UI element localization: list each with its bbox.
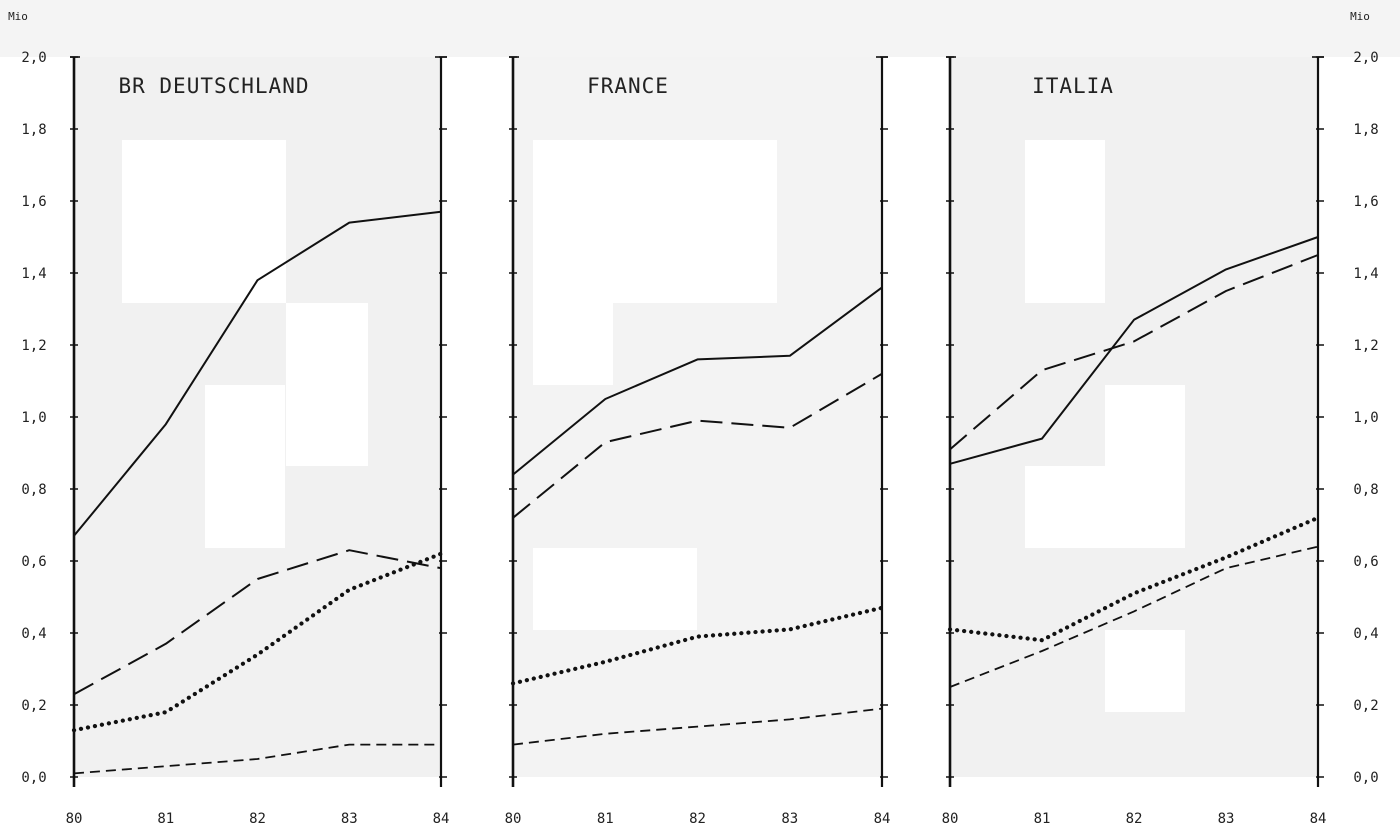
- panel-title: BR DEUTSCHLAND: [118, 74, 309, 98]
- y-tick-label-right: 1,0: [1353, 410, 1378, 426]
- background-block: [1105, 630, 1185, 712]
- y-tick-label-left: 1,8: [21, 122, 46, 138]
- x-tick-label: 80: [505, 811, 522, 827]
- y-tick-label-left: 0,0: [21, 770, 46, 786]
- series-line-short-dashed: [512, 707, 883, 746]
- series-line-solid: [512, 286, 883, 476]
- x-tick-label: 83: [341, 811, 358, 827]
- x-tick-label: 82: [1126, 811, 1143, 827]
- background-block: [122, 140, 286, 303]
- background-block: [0, 0, 1400, 57]
- x-tick-label: 84: [874, 811, 891, 827]
- background-block: [613, 140, 777, 303]
- x-tick-label: 84: [433, 811, 450, 827]
- series-line-dashed: [512, 372, 883, 519]
- y-tick-label-right: 1,2: [1353, 338, 1378, 354]
- background-block: [205, 385, 285, 548]
- y-tick-label-right: 0,4: [1353, 626, 1378, 642]
- y-tick-label-left: 1,0: [21, 410, 46, 426]
- x-tick-label: 80: [942, 811, 959, 827]
- x-tick-label: 81: [597, 811, 614, 827]
- y-tick-label-right: 1,6: [1353, 194, 1378, 210]
- series-line-dotted: [510, 605, 885, 686]
- background-block: [1105, 385, 1185, 548]
- background-block: [533, 140, 613, 385]
- y-tick-label-right: 2,0: [1353, 50, 1378, 66]
- background-block: [1025, 466, 1105, 548]
- y-unit-label-right: Mio: [1350, 10, 1370, 23]
- y-tick-label-right: 0,2: [1353, 698, 1378, 714]
- series-line-dashed: [949, 254, 1319, 451]
- background-block: [533, 548, 697, 630]
- panel-title: ITALIA: [1032, 74, 1114, 98]
- y-tick-label-right: 0,0: [1353, 770, 1378, 786]
- x-tick-label: 80: [66, 811, 83, 827]
- y-tick-label-left: 2,0: [21, 50, 46, 66]
- background-block: [286, 303, 368, 466]
- y-tick-label-right: 1,8: [1353, 122, 1378, 138]
- y-tick-label-left: 1,6: [21, 194, 46, 210]
- y-tick-label-right: 0,6: [1353, 554, 1378, 570]
- y-tick-label-left: 0,2: [21, 698, 46, 714]
- y-tick-label-left: 0,8: [21, 482, 46, 498]
- series-line-dotted: [947, 515, 1321, 643]
- background-block: [1025, 140, 1105, 303]
- y-tick-label-right: 1,4: [1353, 266, 1378, 282]
- series-line-short-dashed: [73, 743, 441, 775]
- y-tick-label-left: 1,2: [21, 338, 46, 354]
- x-tick-label: 83: [1218, 811, 1235, 827]
- y-tick-label-left: 0,4: [21, 626, 46, 642]
- x-tick-label: 83: [781, 811, 798, 827]
- x-tick-label: 81: [1034, 811, 1051, 827]
- y-unit-label-left: Mio: [8, 10, 28, 23]
- x-tick-label: 81: [157, 811, 174, 827]
- x-tick-label: 82: [689, 811, 706, 827]
- x-tick-label: 84: [1310, 811, 1327, 827]
- y-tick-label-right: 0,8: [1353, 482, 1378, 498]
- series-line-dotted: [71, 551, 444, 733]
- series-line-dashed: [73, 549, 442, 696]
- x-tick-label: 82: [249, 811, 266, 827]
- y-tick-label-left: 1,4: [21, 266, 46, 282]
- series-line-solid: [73, 210, 442, 537]
- series-line-short-dashed: [949, 545, 1319, 688]
- series-line-solid: [949, 236, 1319, 465]
- panel-title: FRANCE: [587, 74, 669, 98]
- y-tick-label-left: 0,6: [21, 554, 46, 570]
